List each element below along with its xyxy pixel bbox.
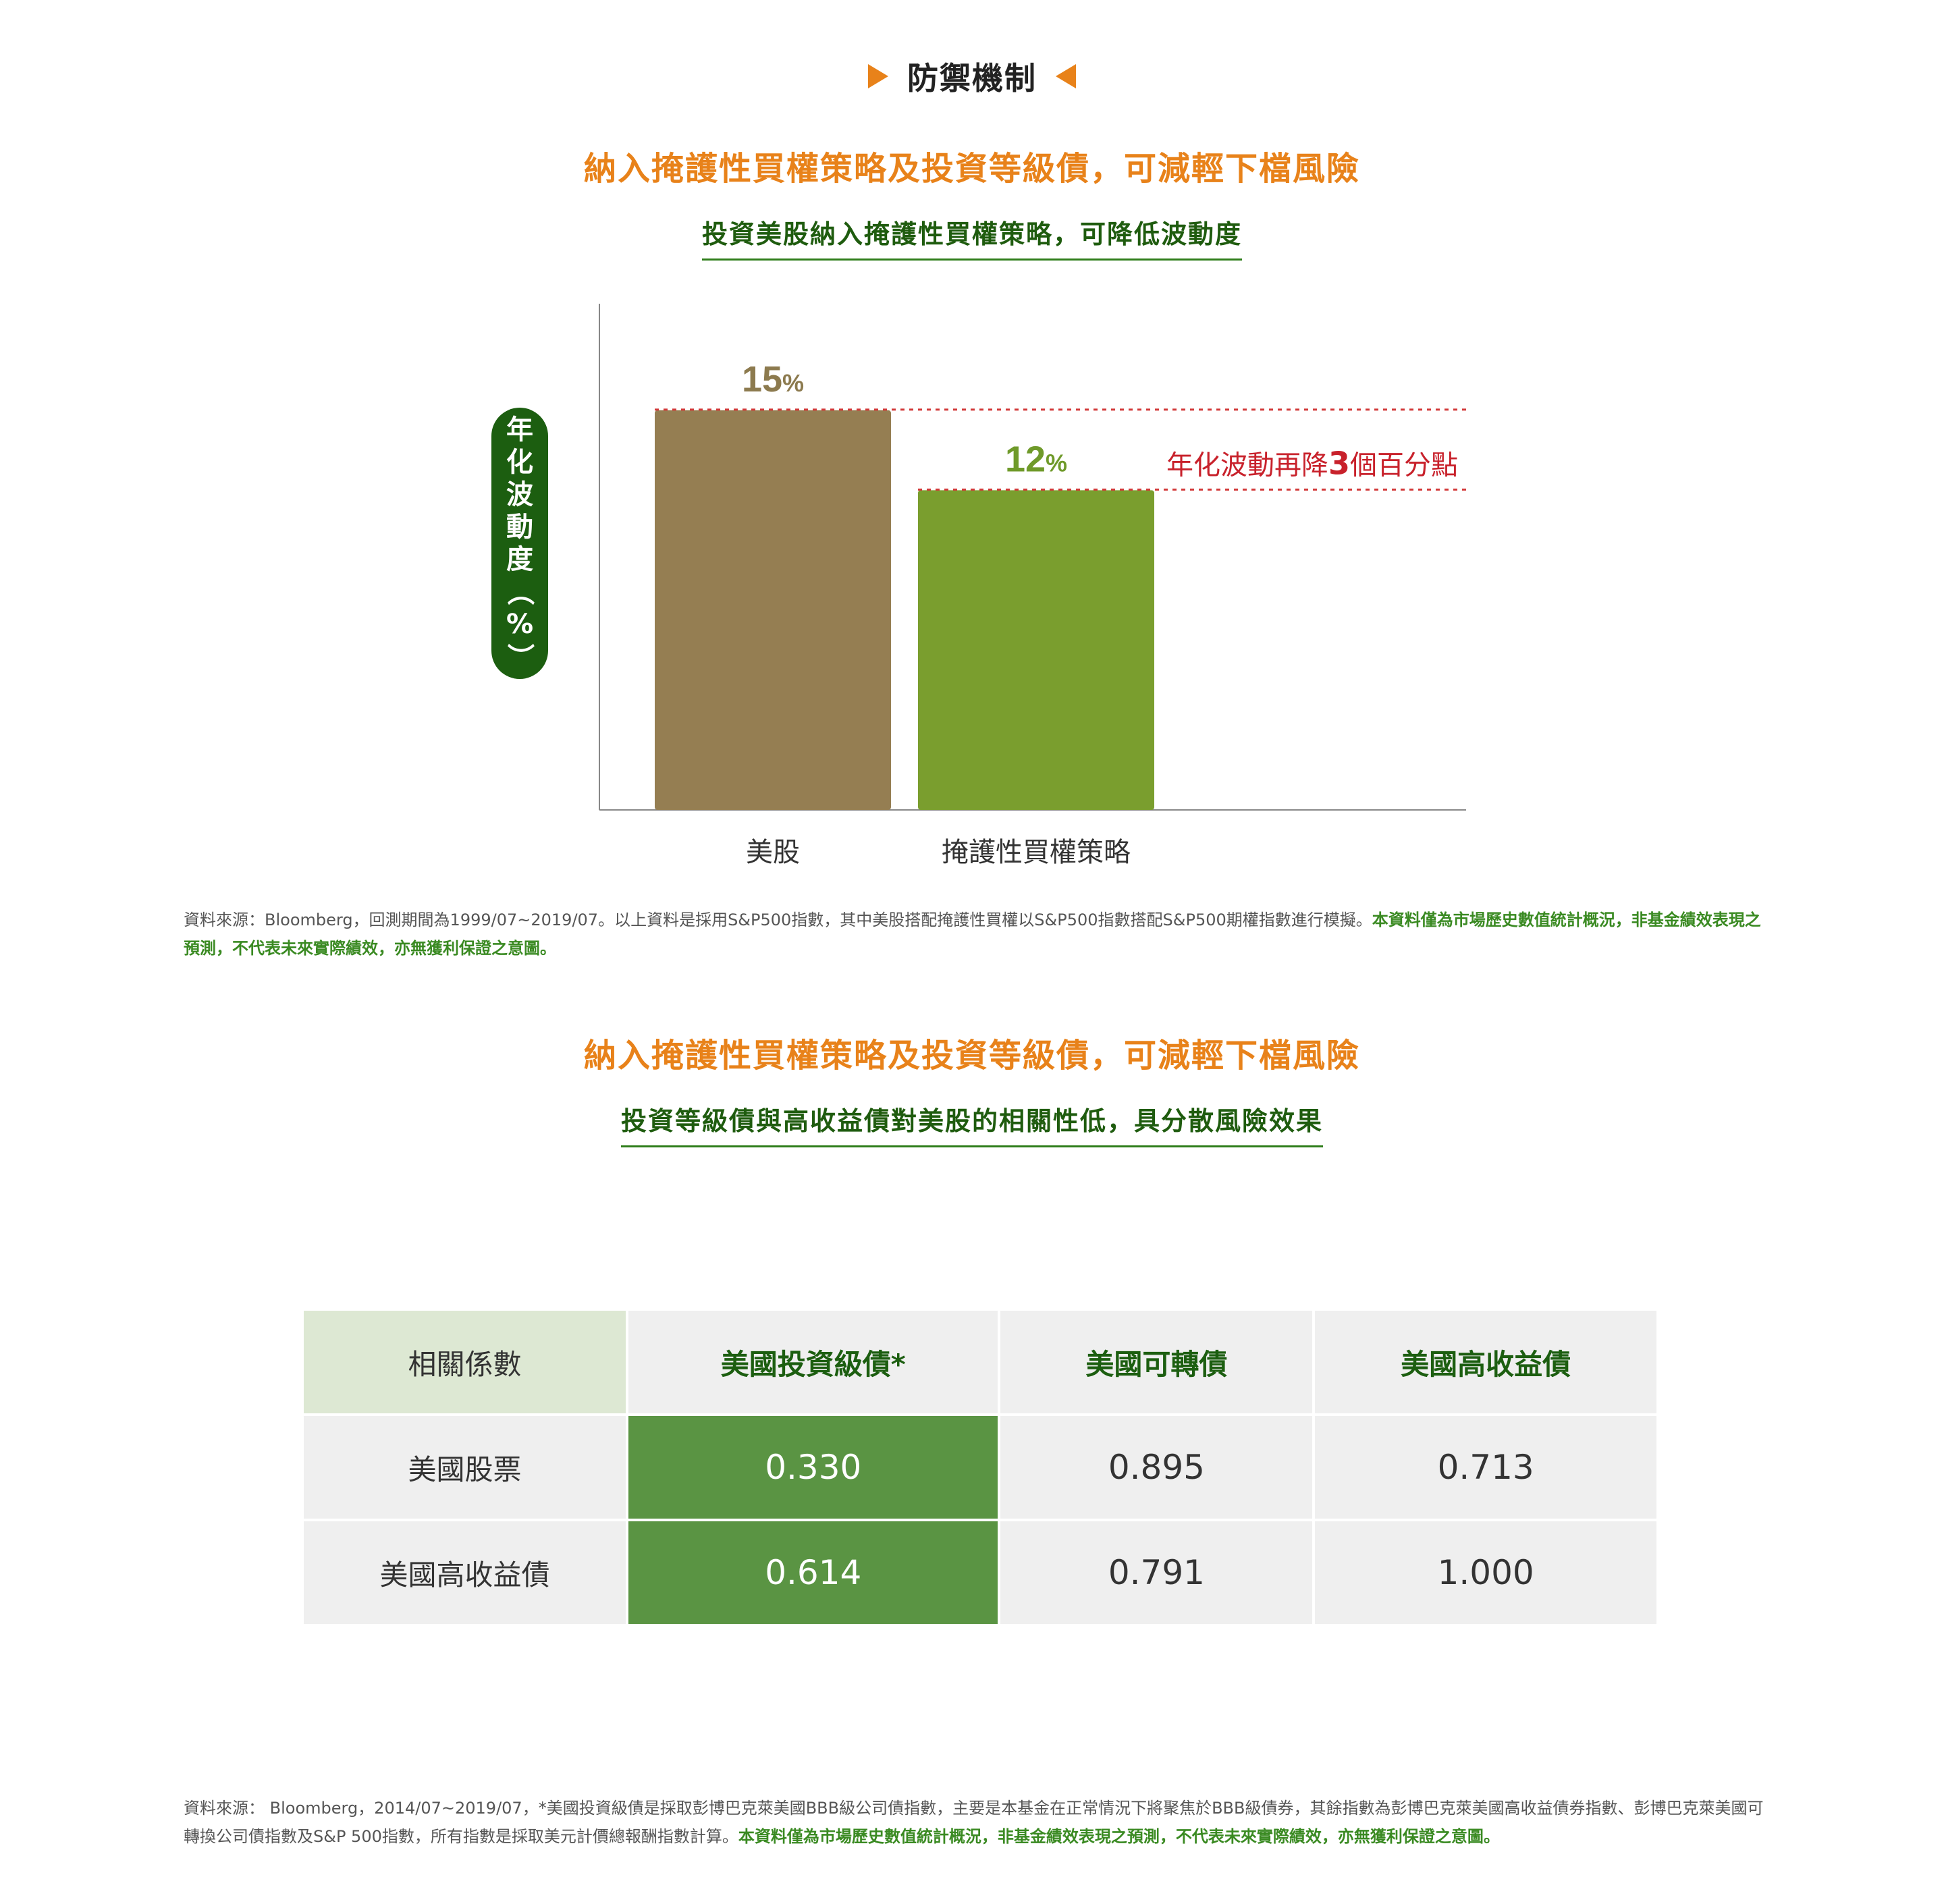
block2-subheading-wrap: 投資等級債與高收益債對美股的相關性低，具分散風險效果 bbox=[0, 1100, 1944, 1147]
table-header-cell: 美國高收益債 bbox=[1315, 1311, 1656, 1413]
table-cell: 0.895 bbox=[1000, 1416, 1313, 1519]
table-row: 美國股票 0.330 0.895 0.713 bbox=[304, 1416, 1656, 1519]
block1-source-note: 資料來源：Bloomberg，回測期間為1999/07~2019/07。以上資料… bbox=[184, 906, 1777, 962]
table-cell-highlight: 0.330 bbox=[628, 1416, 998, 1519]
y-axis-label-char: 動 bbox=[506, 512, 533, 543]
data-label: 12% bbox=[1005, 439, 1067, 479]
y-axis-label-char: 年 bbox=[506, 414, 533, 445]
table-header-cell: 美國可轉債 bbox=[1000, 1311, 1313, 1413]
block2-source-note: 資料來源： Bloomberg，2014/07~2019/07，*美國投資級債是… bbox=[184, 1794, 1777, 1851]
table-row-label: 美國高收益債 bbox=[304, 1521, 626, 1624]
block1-note-disclaimer: 本資料僅為市場歷史數值統計概況，非基金績效表現之預測，不代表未來實際績效，亦無獲… bbox=[184, 910, 1761, 958]
block2-heading: 納入掩護性買權策略及投資等級債，可減輕下檔風險 bbox=[583, 1037, 1360, 1075]
data-label: 15% bbox=[742, 359, 804, 400]
block1-heading: 納入掩護性買權策略及投資等級債，可減輕下檔風險 bbox=[583, 150, 1360, 188]
table-header-cell: 美國投資級債* bbox=[628, 1311, 998, 1413]
table-cell: 1.000 bbox=[1315, 1521, 1656, 1624]
table-cell: 0.713 bbox=[1315, 1416, 1656, 1519]
bar bbox=[918, 490, 1154, 810]
table-cell: 0.791 bbox=[1000, 1521, 1313, 1624]
correlation-table: 相關係數 美國投資級債* 美國可轉債 美國高收益債 美國股票 0.330 0.8… bbox=[301, 1308, 1659, 1627]
block2-subheading: 投資等級債與高收益債對美股的相關性低，具分散風險效果 bbox=[620, 1100, 1323, 1147]
table-cell-highlight: 0.614 bbox=[628, 1521, 998, 1624]
section-title: 防禦機制 bbox=[907, 60, 1037, 97]
annotation-label: 年化波動再降3個百分點 bbox=[1166, 445, 1458, 481]
y-axis-label-char: 波 bbox=[506, 479, 533, 510]
volatility-bar-chart: 15% 12% 美股 掩護性買權策略 年化波動再降3個百分點 bbox=[599, 304, 1466, 868]
table-row-label: 美國股票 bbox=[304, 1416, 626, 1519]
block1-subheading: 投資美股納入掩護性買權策略，可降低波動度 bbox=[701, 213, 1242, 261]
bar bbox=[655, 410, 891, 810]
block2-note-disclaimer: 本資料僅為市場歷史數值統計概況，非基金績效表現之預測，不代表未來實際績效，亦無獲… bbox=[738, 1827, 1500, 1846]
table-row: 美國高收益債 0.614 0.791 1.000 bbox=[304, 1521, 1656, 1624]
table-corner-cell: 相關係數 bbox=[304, 1311, 626, 1413]
triangle-right-icon bbox=[868, 64, 888, 88]
y-axis-label-char: 化 bbox=[506, 447, 533, 478]
x-tick-label: 美股 bbox=[746, 837, 800, 868]
section-header: 防禦機制 bbox=[0, 53, 1944, 100]
table-header-row: 相關係數 美國投資級債* 美國可轉債 美國高收益債 bbox=[304, 1311, 1656, 1413]
block2-note-text: 資料來源： Bloomberg，2014/07~2019/07，*美國投資級債是… bbox=[184, 1799, 1764, 1846]
x-tick-label: 掩護性買權策略 bbox=[942, 837, 1131, 868]
y-axis-label-char: % bbox=[506, 609, 534, 640]
y-axis-label: 年化波動度（%） bbox=[491, 408, 548, 679]
y-axis-label-char: 度 bbox=[506, 544, 533, 575]
block1-note-text: 資料來源：Bloomberg，回測期間為1999/07~2019/07。以上資料… bbox=[184, 910, 1372, 929]
block1-subheading-wrap: 投資美股納入掩護性買權策略，可降低波動度 bbox=[0, 213, 1944, 261]
triangle-left-icon bbox=[1056, 64, 1076, 88]
